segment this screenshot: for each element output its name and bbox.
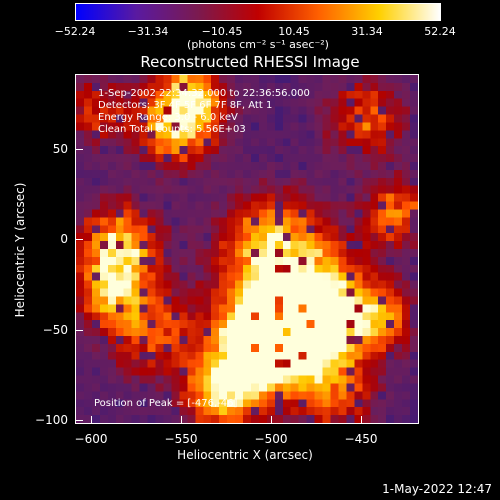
- image-plot: 1-Sep-2002 22:34:32.000 to 22:36:56.000 …: [75, 74, 419, 424]
- colorbar-label: 31.34: [351, 25, 383, 38]
- x-tick-label: −500: [254, 432, 288, 446]
- y-tick-label: 0: [60, 232, 68, 246]
- y-tick-label: 50: [52, 142, 68, 156]
- x-tick-label: −600: [74, 432, 108, 446]
- y-tick-mark: [75, 420, 83, 421]
- x-tick-mark: [181, 416, 182, 424]
- colorbar-label: −31.34: [127, 25, 169, 38]
- timestamp: 1-May-2022 12:47: [382, 482, 492, 496]
- x-tick-label: −550: [164, 432, 198, 446]
- y-axis-label: Heliocentric Y (arcsec): [13, 182, 27, 318]
- clean-counts-text: Clean Total counts: 5.56E+03: [98, 124, 246, 135]
- colorbar: [75, 3, 441, 21]
- x-tick-mark: [361, 416, 362, 424]
- peak-position-text: Position of Peak = [-476,-46]: [94, 398, 238, 409]
- y-tick-mark: [75, 330, 83, 331]
- colorbar-units: (photons cm⁻² s⁻¹ asec⁻²): [187, 38, 329, 51]
- x-axis-label: Heliocentric X (arcsec): [177, 448, 313, 462]
- plot-title: Reconstructed RHESSI Image: [140, 53, 360, 71]
- colorbar-label: 52.24: [424, 25, 456, 38]
- time-range-text: 1-Sep-2002 22:34:32.000 to 22:36:56.000: [98, 88, 310, 99]
- y-tick-label: −50: [42, 323, 68, 337]
- x-tick-mark: [271, 416, 272, 424]
- colorbar-label: 10.45: [278, 25, 310, 38]
- colorbar-label: −10.45: [201, 25, 243, 38]
- heatmap-image: [76, 75, 418, 423]
- colorbar-label: −52.24: [54, 25, 96, 38]
- x-tick-label: −450: [344, 432, 378, 446]
- y-tick-label: −100: [35, 413, 68, 427]
- x-tick-mark: [91, 416, 92, 424]
- y-tick-mark: [75, 239, 83, 240]
- detectors-text: Detectors: 3F 4F 5F 6F 7F 8F, Att 1: [98, 100, 273, 111]
- y-tick-mark: [75, 149, 83, 150]
- energy-range-text: Energy Range: 3.0 - 6.0 keV: [98, 112, 238, 123]
